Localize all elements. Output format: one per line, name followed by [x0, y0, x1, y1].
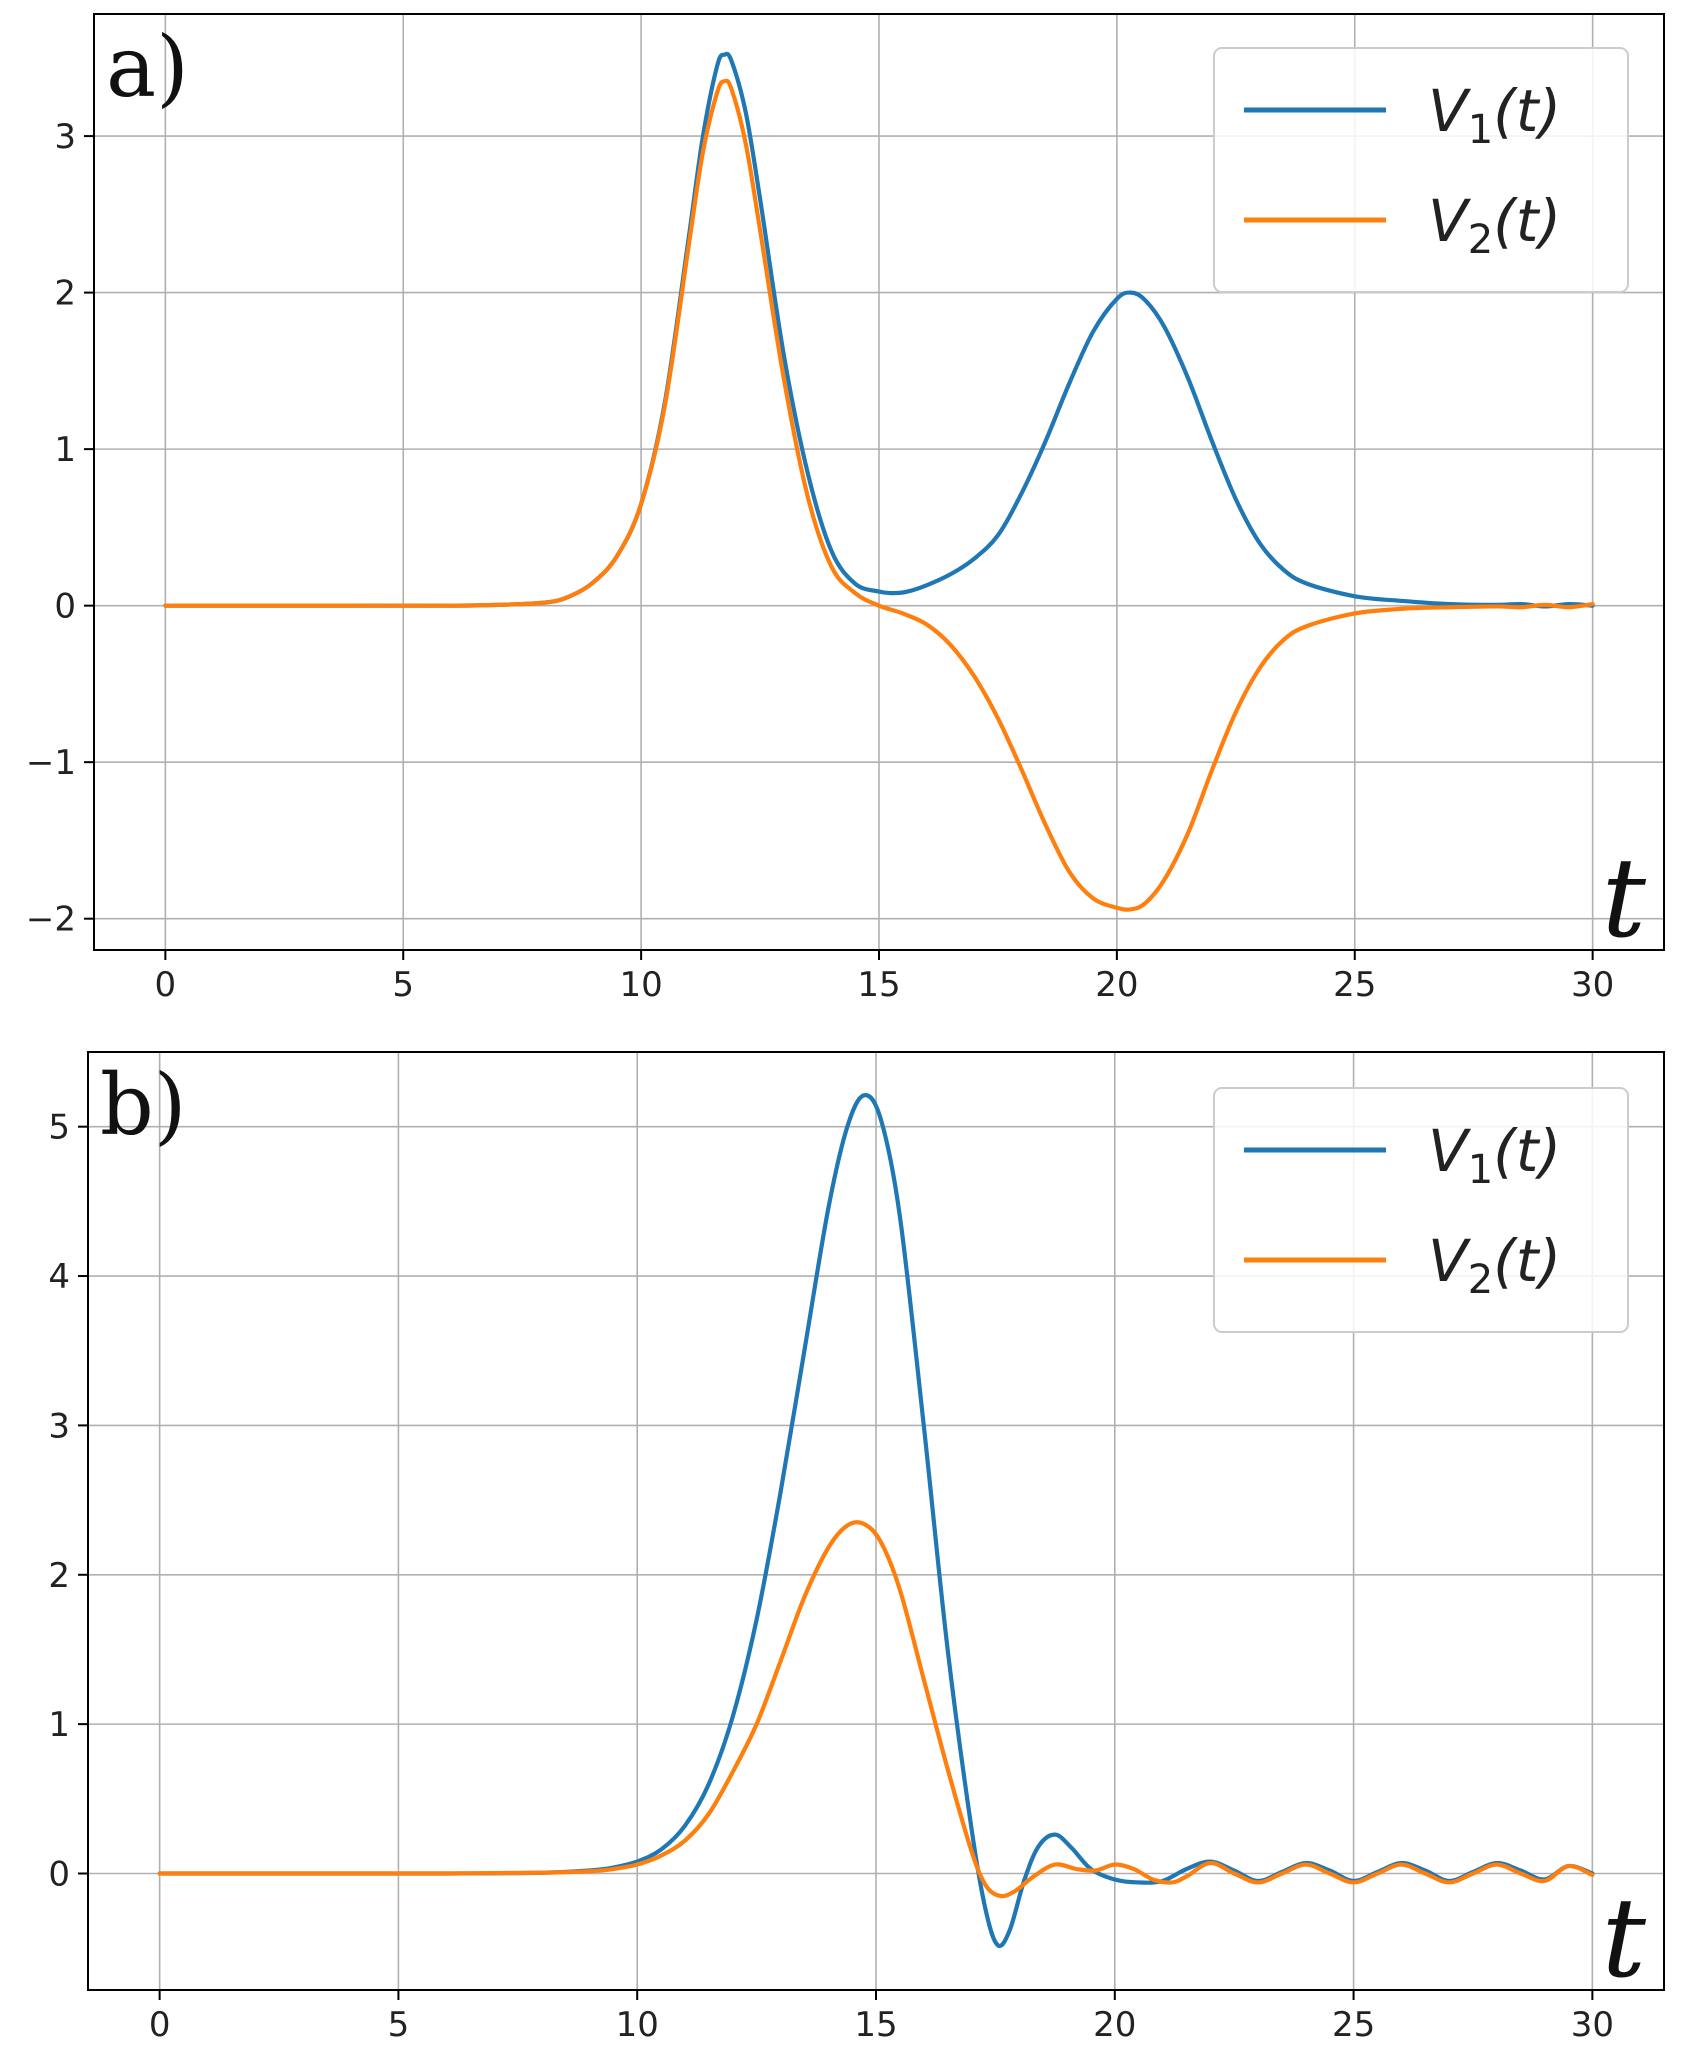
panel-label: b): [100, 1056, 187, 1154]
legend-entry-label: V2(t): [1428, 187, 1561, 263]
x-tick-label: 0: [149, 2005, 171, 2045]
x-tick-label: 20: [1093, 2005, 1136, 2045]
y-tick-label: 0: [48, 1854, 70, 1894]
x-tick-label: 10: [616, 2005, 659, 2045]
x-axis-label: t: [1602, 834, 1647, 962]
plot-frame: [93, 13, 1665, 951]
x-tick-label: 5: [392, 965, 414, 1005]
legend: V1(t) V2(t): [1213, 47, 1629, 293]
y-tick-label: −2: [26, 900, 76, 940]
x-tick-label: 10: [619, 965, 662, 1005]
panel-label: a): [106, 18, 189, 116]
legend: V1(t) V2(t): [1213, 1087, 1629, 1333]
legend-box: [1213, 1087, 1629, 1333]
legend-entry-label: V1(t): [1428, 77, 1561, 153]
y-tick-label: 3: [48, 1406, 70, 1446]
chart-panel-b: 0 5 10 15 20 25 30 0 1 2 3 4 5 b) t V1(t) V2(t): [48, 1051, 1665, 2045]
y-tick-label: 3: [54, 117, 76, 157]
y-tick-label: 0: [54, 587, 76, 627]
x-tick-label: 15: [854, 2005, 897, 2045]
x-tick-label: 30: [1571, 2005, 1614, 2045]
y-tick-label: 4: [48, 1257, 70, 1297]
legend-entry-label: V2(t): [1428, 1227, 1561, 1303]
chart-panel-a: 0 5 10 15 20 25 30 −2 −1 0 1 2 3 a) t V1(t) V2(t): [26, 13, 1665, 1005]
x-tick-label: 30: [1571, 965, 1614, 1005]
x-tick-label: 25: [1332, 2005, 1375, 2045]
series-line-v2t: [163, 78, 1595, 912]
x-tick-label: 25: [1333, 965, 1376, 1005]
y-tick-label: 1: [54, 430, 76, 470]
x-tick-label: 20: [1095, 965, 1138, 1005]
x-tick-label: 15: [857, 965, 900, 1005]
y-tick-label: 1: [48, 1705, 70, 1745]
plot-frame: [87, 1051, 1665, 1991]
x-tick-label: 0: [155, 965, 177, 1005]
series-line-v2t: [157, 1520, 1595, 1899]
x-tick-label: 5: [388, 2005, 410, 2045]
y-tick-label: 2: [48, 1556, 70, 1596]
legend-box: [1213, 47, 1629, 293]
y-tick-label: 2: [54, 274, 76, 314]
x-axis-label: t: [1602, 1874, 1647, 2002]
legend-entry-label: V1(t): [1428, 1117, 1561, 1193]
y-tick-label: −1: [26, 743, 76, 783]
y-tick-label: 5: [48, 1108, 70, 1148]
